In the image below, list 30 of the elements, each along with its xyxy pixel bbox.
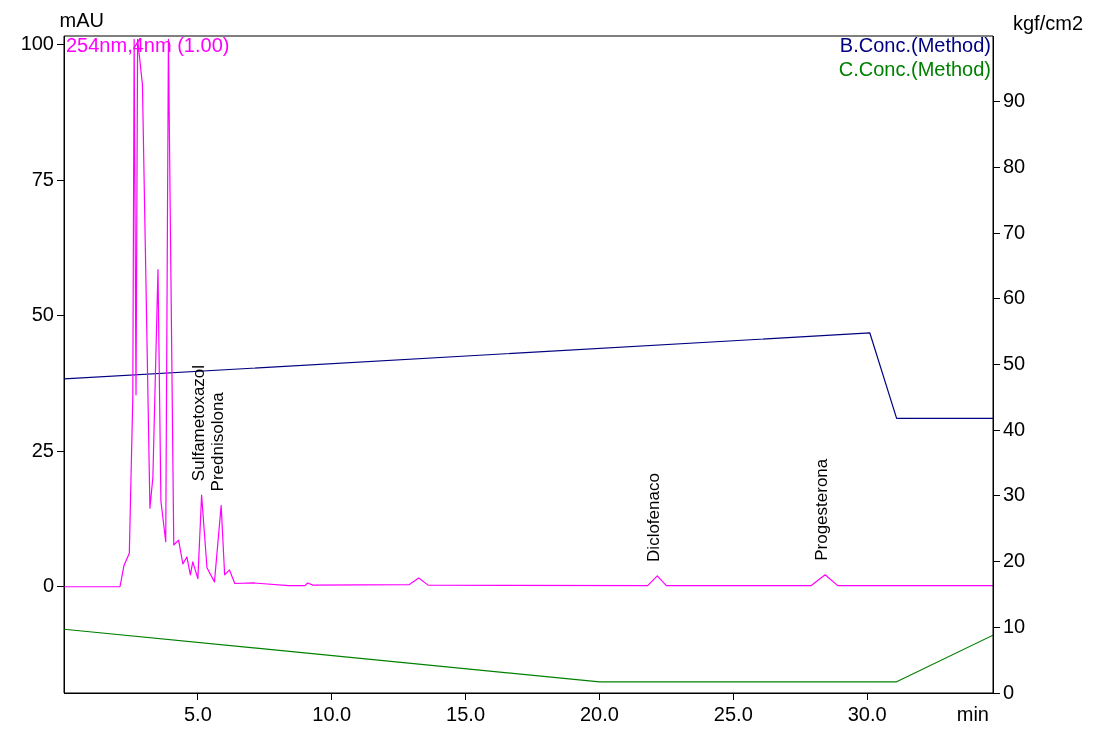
x-tick-label: 15.0 xyxy=(446,702,486,725)
y2-tick-label: 50 xyxy=(1003,352,1026,375)
x-tick-label: 30.0 xyxy=(847,702,887,725)
annotation: Diclofenaco xyxy=(644,473,664,562)
y-tick-label: 75 xyxy=(31,167,54,190)
y-tick-label: 50 xyxy=(31,303,54,326)
y-tick-label: 100 xyxy=(20,32,54,55)
y2-axis-title: kgf/cm2 xyxy=(1013,11,1084,34)
y-axis-title: mAU xyxy=(59,8,104,31)
y2-tick-label: 40 xyxy=(1003,417,1026,440)
x-tick-label: 5.0 xyxy=(183,702,212,725)
y2-tick-label: 20 xyxy=(1003,549,1026,572)
x-tick-label: 20.0 xyxy=(579,702,619,725)
y2-tick-label: 0 xyxy=(1003,680,1015,703)
y2-tick-label: 60 xyxy=(1003,286,1026,309)
y-tick-label: 25 xyxy=(31,438,54,461)
y2-tick-label: 70 xyxy=(1003,220,1026,243)
y2-tick-label: 90 xyxy=(1003,89,1026,112)
x-tick-label: 25.0 xyxy=(713,702,753,725)
y2-tick-label: 80 xyxy=(1003,154,1026,177)
annotation: Sulfametoxazol xyxy=(188,364,208,482)
text: C.Conc.(Method) xyxy=(838,57,991,80)
annotation: Progesterona xyxy=(812,458,832,561)
x-tick-label: 10.0 xyxy=(312,702,352,725)
y2-tick-label: 30 xyxy=(1003,483,1026,506)
y2-tick-label: 10 xyxy=(1003,614,1026,637)
y-tick-label: 0 xyxy=(42,574,54,597)
annotation: Prednisolona xyxy=(208,391,228,492)
x-axis-title: min xyxy=(956,702,989,725)
text: B.Conc.(Method) xyxy=(839,33,991,56)
